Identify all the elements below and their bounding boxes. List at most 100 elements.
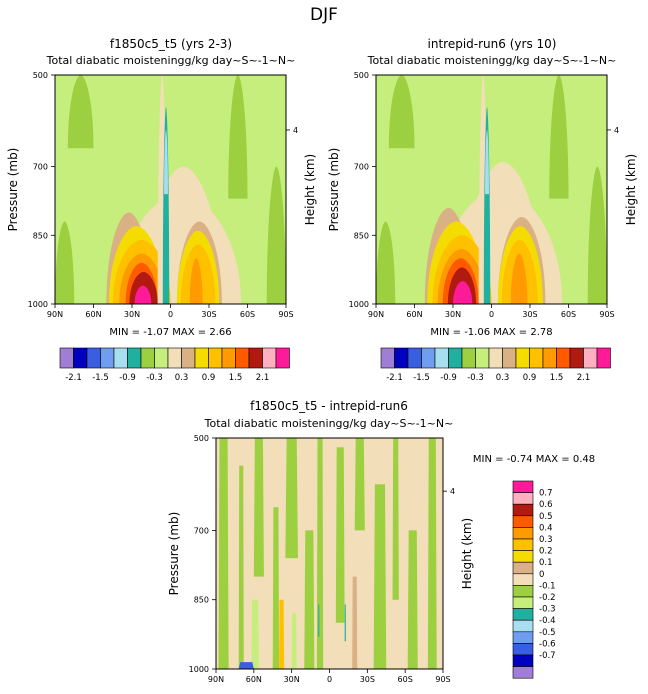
panel-intrepid: intrepid-run6 (yrs 10) Total diabatic mo… [327,37,638,338]
colorbar-label: 0.2 [539,547,553,557]
contour-region [352,576,358,669]
colorbar-box [512,573,534,586]
colorbar-box [512,619,534,633]
max-label: MAX = [172,327,209,338]
colorbar-box [512,654,534,667]
heatmap-field [376,75,607,304]
colorbar-label: 0.7 [539,489,553,499]
y-tick-label: 850 [33,231,48,240]
colorbar-box [512,666,534,679]
colorbar-label: 1.5 [550,373,564,383]
contour-region [228,75,248,199]
contour-region [55,221,75,304]
colorbar-label: -0.2 [539,593,556,603]
panel-title: f1850c5_t5 - intrepid-run6 [250,399,408,413]
x-tick-label: 30N [124,310,140,319]
x-tick-label: 60N [246,675,262,684]
x-tick-label: 60N [85,310,101,319]
colorbar-box [73,347,88,369]
colorbar-label: -0.4 [539,616,556,626]
panel-difference: f1850c5_t5 - intrepid-run6 Total diabati… [167,399,595,684]
min-value: -1.06 [464,327,493,338]
colorbar-box [235,347,250,369]
colorbar-box [488,347,503,369]
colorbar-box [542,347,557,369]
colorbar-box [512,631,534,644]
max-label: MAX = [536,454,573,465]
plot-subtitle: Total diabatic moisteningg/kg day~S~-1~N… [204,417,454,430]
contour-region [510,253,528,304]
y-axis-label: Pressure (mb) [167,512,181,596]
colorbar-box [512,608,534,621]
y-tick-label: 1000 [349,300,369,309]
contour-region [218,438,229,669]
min-value: -1.07 [143,327,172,338]
colorbar-label: 0.9 [202,373,216,383]
contour-region [251,599,259,669]
y-tick-label: 500 [33,71,48,80]
x-tick-label: 60N [406,310,422,319]
colorbar-box [181,347,196,369]
x-tick-label: 90N [368,310,384,319]
colorbar-box [512,515,534,528]
contour-region [272,507,280,669]
x-tick-label: 90S [435,675,450,684]
colorbar-label: 0.4 [539,523,553,533]
colorbar-box [221,347,236,369]
colorbar-label: 0.9 [523,373,537,383]
x-tick-label: 30S [522,310,537,319]
contour-region [344,604,346,642]
contour-region [335,447,345,623]
y-tick-label: 500 [354,71,369,80]
colorbar-label: -2.1 [65,373,82,383]
contour-region [266,166,286,304]
colorbar-box [262,347,277,369]
colorbar-box [275,347,290,369]
difference-colorbar: 0.70.6 0.50.4 0.3 0.20.1 0-0.1 -0.2 -0.3-0.4 -0… [512,480,556,679]
x-tick-label: 60S [240,310,255,319]
colorbar-box [583,347,598,369]
colorbar-label: 0.5 [539,512,553,522]
contour-region [189,258,203,304]
subtitle-var: Total diabatic moistening [204,417,343,430]
colorbar-label: -1.5 [413,373,430,383]
colorbar-box [167,347,182,369]
colorbar-box [569,347,584,369]
x-tick-label: 30N [284,675,300,684]
colorbar-box [127,347,142,369]
colorbar-label: 0.3 [175,373,189,383]
contour-region [549,75,569,199]
min-label: MIN = [473,454,507,465]
min-label: MIN = [430,327,464,338]
colorbar-box [512,503,534,517]
contour-region [354,438,365,531]
right-axis-label: Height (km) [303,154,317,225]
colorbar-label: -0.7 [539,651,556,661]
contour-region [164,129,168,195]
contour-region [318,604,320,637]
colorbar-box [394,347,409,369]
heatmap-field [216,438,443,669]
plot-subtitle: Total diabatic moisteningg/kg day~S~-1~N… [367,54,617,67]
colorbar-label: 0.3 [496,373,510,383]
contour-region [376,221,396,304]
contour-region [279,599,285,669]
y-tick-label: 1000 [28,300,48,309]
contour-region [162,107,170,304]
colorbar-box [434,347,449,369]
colorbar-box [512,643,534,656]
max-value: 0.48 [573,454,595,465]
max-label: MAX = [493,327,530,338]
contour-region [407,530,418,669]
y-axis-label: Pressure (mb) [6,148,20,232]
plot-subtitle: Total diabatic moisteningg/kg day~S~-1~N… [46,54,296,67]
min-max-stats: MIN = -1.07 MAX = 2.66 [109,327,231,338]
contour-region [253,438,264,577]
heatmap-field [55,75,286,304]
colorbar-box [380,347,395,369]
contour-region [134,285,152,304]
colorbar-box [512,538,534,551]
y-tick-label: 700 [33,163,48,172]
contour-region [285,438,298,559]
